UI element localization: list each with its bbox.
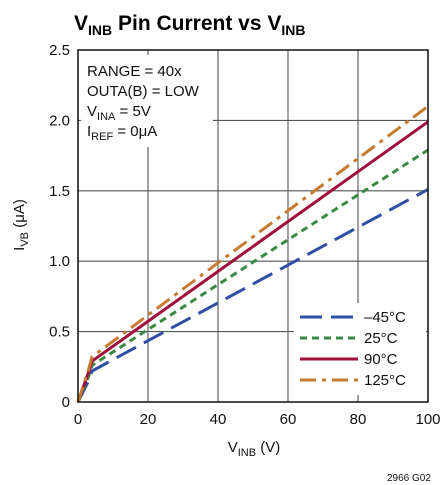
y-tick-labels: 0 0.5 1.0 1.5 2.0 2.5 <box>49 42 70 411</box>
legend-label: 25°C <box>364 330 398 347</box>
annotation-line: VINA = 5V <box>87 103 151 123</box>
y-tick-label: 1.5 <box>49 183 70 200</box>
ylabel-sub: VB <box>19 232 31 247</box>
x-tick-label: 60 <box>280 411 297 428</box>
x-tick-label: 80 <box>350 411 367 428</box>
legend-label: –45°C <box>364 309 406 326</box>
chart-title: VINB Pin Current vs VINB <box>74 12 305 38</box>
legend-label: 125°C <box>364 372 406 389</box>
y-tick-label: 1.0 <box>49 253 70 270</box>
y-tick-label: 0.5 <box>49 324 70 341</box>
ylabel-rest: (μA) <box>11 199 28 232</box>
legend: –45°C 25°C 90°C 125°C <box>300 309 406 389</box>
plot-frame <box>77 49 429 403</box>
series-line-3 <box>76 105 429 403</box>
title-sub2: INB <box>281 22 305 38</box>
y-tick-label: 0 <box>62 394 70 411</box>
figure-code: 2966 G02 <box>387 473 431 484</box>
ylabel-main: I <box>11 247 28 251</box>
xlabel-rest: (V) <box>256 439 280 456</box>
x-axis-label: VINB (V) <box>228 439 281 459</box>
annotation-line: RANGE = 40x <box>87 63 182 80</box>
y-tick-label: 2.0 <box>49 112 70 129</box>
annotation-line: OUTA(B) = LOW <box>87 83 200 100</box>
title-mid: Pin Current vs V <box>112 12 281 35</box>
x-tick-label: 0 <box>74 411 82 428</box>
series-layer <box>76 105 429 403</box>
xlabel-sub: INB <box>238 447 256 459</box>
annotation-line: IREF = 0μA <box>87 123 157 143</box>
x-tick-labels: 0 20 40 60 80 100 <box>74 411 441 428</box>
title-main: V <box>74 12 88 35</box>
y-tick-label: 2.5 <box>49 42 70 59</box>
x-tick-label: 40 <box>210 411 227 428</box>
title-sub: INB <box>88 22 112 38</box>
x-tick-label: 20 <box>140 411 157 428</box>
x-tick-label: 100 <box>415 411 440 428</box>
conditions-box <box>81 55 213 147</box>
y-axis-label: IVB (μA) <box>11 199 31 251</box>
legend-label: 90°C <box>364 351 398 368</box>
xlabel-main: V <box>228 439 238 456</box>
